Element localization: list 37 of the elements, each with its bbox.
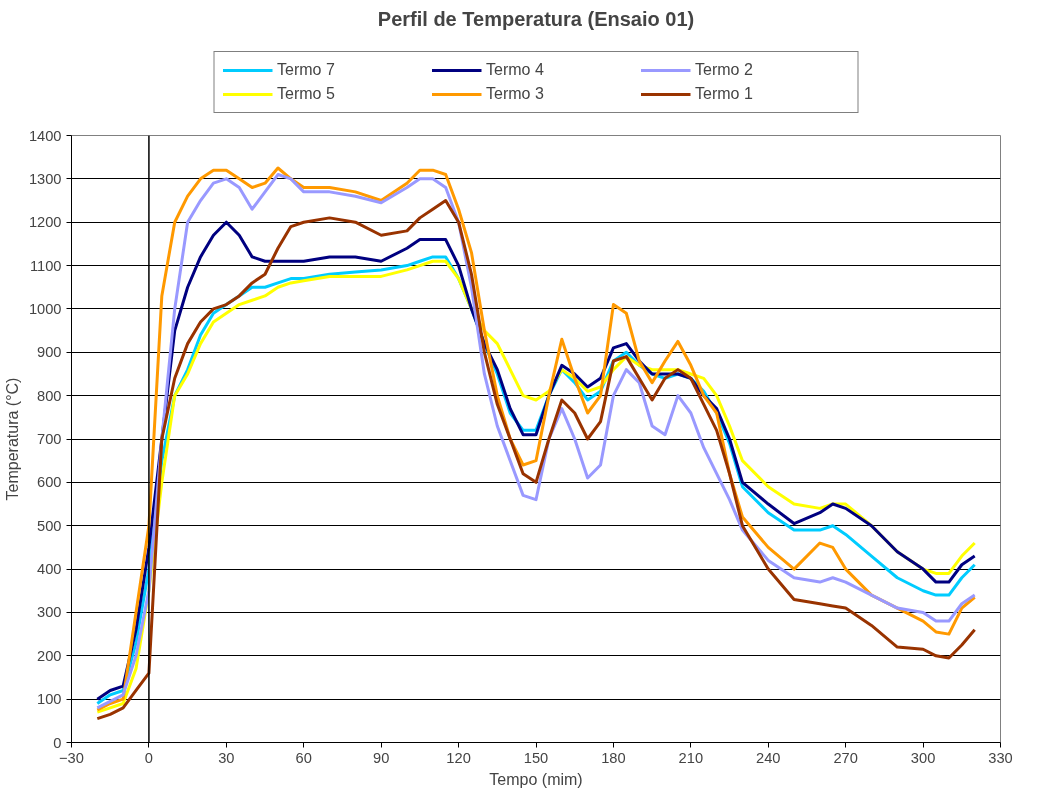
x-tick-label: 180 — [601, 749, 626, 766]
legend-label: Termo 2 — [695, 61, 754, 79]
x-tick-label: −30 — [59, 749, 84, 766]
y-tick-label: 400 — [37, 561, 62, 578]
y-tick-label: 600 — [37, 474, 62, 491]
y-tick-label: 1300 — [28, 170, 62, 187]
y-tick-label: 500 — [37, 517, 62, 534]
y-tick-label: 800 — [37, 387, 62, 404]
x-tick-label: 30 — [218, 749, 235, 766]
legend-label: Termo 3 — [486, 85, 545, 103]
x-tick-label: 120 — [446, 749, 471, 766]
x-tick-label: 90 — [373, 749, 390, 766]
y-axis-title: Temperatura (°C) — [3, 377, 21, 501]
y-tick-label: 900 — [37, 344, 62, 361]
y-tick-label: 1200 — [28, 214, 62, 231]
x-tick-label: 240 — [756, 749, 781, 766]
x-tick-label: 210 — [678, 749, 704, 766]
y-tick-label: 1400 — [28, 127, 62, 144]
chart-title: Perfil de Temperatura (Ensaio 01) — [377, 7, 695, 30]
x-tick-label: 270 — [833, 749, 858, 766]
y-tick-label: 100 — [37, 691, 62, 708]
x-tick-label: 330 — [988, 749, 1013, 766]
x-tick-label: 300 — [910, 749, 936, 766]
x-tick-label: 150 — [523, 749, 549, 766]
legend-label: Termo 1 — [695, 85, 754, 103]
y-tick-label: 1000 — [28, 300, 62, 317]
legend-label: Termo 7 — [277, 61, 336, 79]
y-tick-label: 200 — [37, 647, 62, 664]
x-tick-label: 60 — [295, 749, 312, 766]
y-tick-label: 700 — [37, 431, 62, 447]
y-tick-label: 300 — [37, 604, 62, 621]
x-tick-label: 0 — [144, 749, 153, 766]
y-tick-label: 0 — [53, 734, 62, 751]
legend-label: Termo 5 — [277, 85, 336, 103]
legend-label: Termo 4 — [486, 61, 545, 79]
x-axis-title: Tempo (mim) — [489, 770, 583, 788]
y-tick-label: 1100 — [29, 257, 62, 274]
